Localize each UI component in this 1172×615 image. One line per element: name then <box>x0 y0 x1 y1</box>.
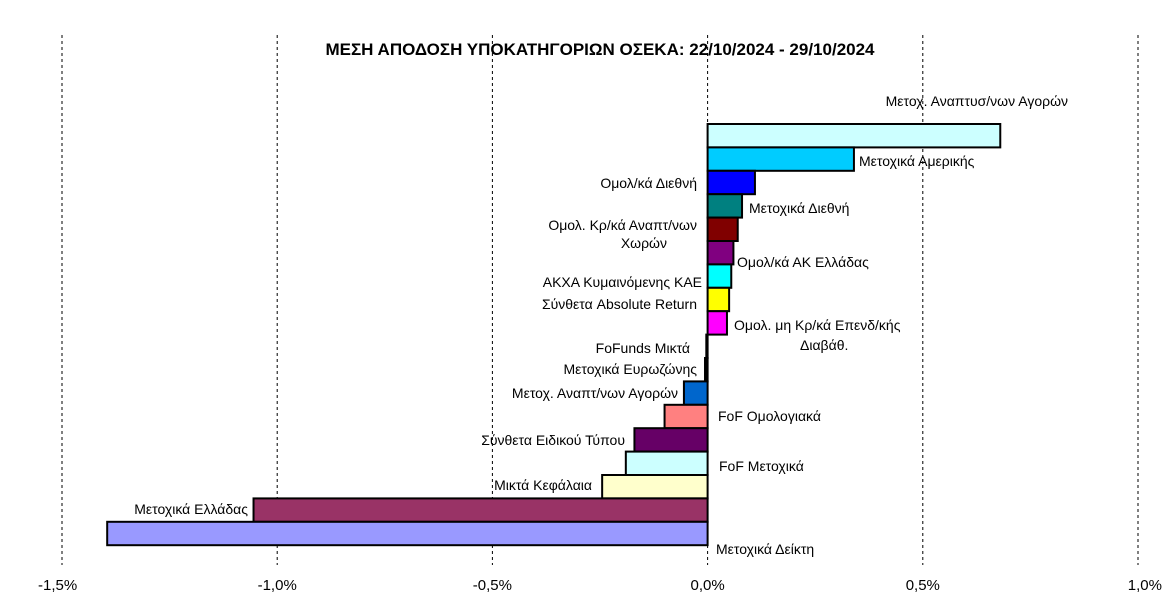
bar-label: FoF Ομολογιακά <box>718 408 821 424</box>
bar <box>252 497 709 523</box>
bar <box>624 450 709 477</box>
bar-label: Μετοχ. Αναπτ/νων Αγορών <box>512 385 678 401</box>
x-tick-label: 0,0% <box>690 577 724 594</box>
x-tick-label: 0,5% <box>906 577 940 594</box>
bar-label: Μετοχ. Αναπτυσ/νων Αγορών <box>886 93 1068 109</box>
bar-label: Σύνθετα Absolute Return <box>542 296 697 312</box>
bar-label: Ομολ. Κρ/κά Αναπτ/νων Χωρών <box>548 217 697 251</box>
bar-label: Ομολ/κά ΑΚ Ελλάδας <box>737 254 869 270</box>
bar-label: ΑΚΧΑ Κυμαινόμενης ΚΑΕ <box>543 274 702 290</box>
bar-label: Μετοχικά Δείκτη <box>716 541 814 557</box>
bar-label: Ομολ. μη Κρ/κά Επενδ/κής Διαβάθ. <box>734 317 901 353</box>
bar-label: Μετοχικά Αμερικής <box>859 153 975 169</box>
bar <box>706 146 855 172</box>
x-axis-ticks: -1,5% -1,0% -0,5% 0,0% 0,5% 1,0% <box>38 577 1162 594</box>
chart-title: ΜΕΣΗ ΑΠΟΔΟΣΗ ΥΠΟΚΑΤΗΓΟΡΙΩΝ ΟΣΕΚΑ: 22/10/… <box>325 40 875 59</box>
bar-label: FoF Μετοχικά <box>719 458 804 474</box>
bar <box>601 474 709 500</box>
bar-label: Ομολ/κά Διεθνή <box>600 175 697 191</box>
bar <box>706 169 756 196</box>
bar <box>706 310 728 336</box>
bars <box>106 123 1002 547</box>
bar <box>106 520 709 547</box>
bar-label: Μετοχικά Διεθνή <box>749 200 849 216</box>
bar-label: Μετοχικά Ελλάδας <box>134 501 248 517</box>
bar <box>706 193 744 219</box>
bar-label: Μικτά Κεφάλαια <box>494 477 592 493</box>
bar <box>706 286 731 313</box>
x-tick-label: 1,0% <box>1128 577 1162 594</box>
bar <box>706 123 1002 149</box>
bar <box>682 380 709 406</box>
bar <box>705 333 709 360</box>
bar-label: FoFunds Μικτά <box>596 340 690 356</box>
bar-labels: Μετοχ. Αναπτυσ/νων Αγορών Μετοχικά Αμερικ… <box>134 93 1068 557</box>
x-tick-label: -1,5% <box>38 577 77 594</box>
x-tick-label: -0,5% <box>473 577 512 594</box>
x-tick-label: -1,0% <box>258 577 297 594</box>
bar <box>704 357 709 383</box>
bar <box>663 403 709 430</box>
bar-label: Σύνθετα Ειδικού Τύπου <box>481 432 625 448</box>
bar <box>633 427 709 453</box>
bar <box>706 263 733 289</box>
bar-label: Μετοχικά Ευρωζώνης <box>563 361 697 377</box>
bar <box>706 240 735 266</box>
bar <box>706 216 739 243</box>
